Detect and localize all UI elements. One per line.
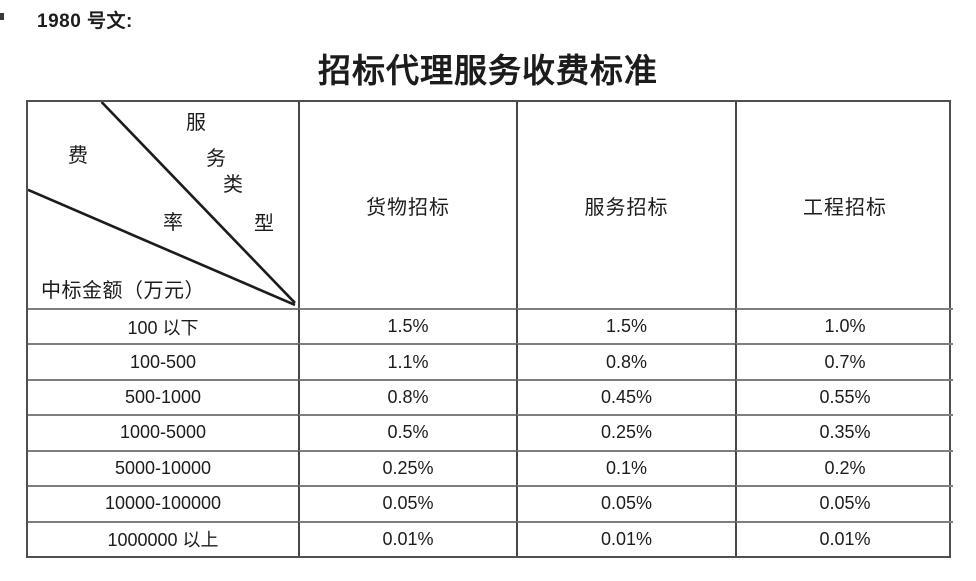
fee-cell: 0.25% [298,449,516,486]
fee-cell: 0.01% [516,520,735,556]
fee-cell: 0.55% [735,378,953,415]
fee-cell: 0.7% [735,343,953,379]
column-header-services: 服务招标 [516,102,735,308]
fee-cell: 1.5% [516,308,735,344]
page-edge-artifact [0,13,4,20]
doc-number: 1980 号文: [37,11,133,32]
fee-cell: 1.5% [298,308,516,344]
fee-cell: 0.01% [735,520,953,556]
fee-cell: 0.8% [298,378,516,415]
corner-label-service-type-char: 类 [223,174,243,196]
fee-cell: 0.8% [516,343,735,379]
fee-cell: 0.45% [516,378,735,415]
fee-cell: 0.05% [516,485,735,521]
corner-label-service-type-char: 务 [206,148,226,170]
corner-label-service-type-char: 服 [186,112,206,134]
diagonal-lines [28,102,296,307]
corner-label-amount: 中标金额（万元） [41,280,205,302]
fee-cell: 0.01% [298,520,516,556]
row-label: 500-1000 [28,378,298,414]
table-corner-cell: 服 务 类 型 费 率 中标金额（万元） [28,102,298,308]
row-label: 5000-10000 [28,449,298,485]
fee-cell: 0.2% [735,449,953,486]
row-label: 100-500 [28,343,298,378]
fee-cell: 0.25% [516,414,735,450]
corner-label-fee-rate-char: 率 [163,212,183,234]
row-label: 10000-100000 [28,485,298,520]
fee-table: 服 务 类 型 费 率 中标金额（万元） 货物招标 服务招标 工程招标 100 … [26,100,953,558]
corner-label-fee-rate-char: 费 [68,145,88,167]
fee-cell: 0.05% [298,485,516,521]
row-label: 1000000 以上 [28,520,298,556]
fee-cell: 1.1% [298,343,516,379]
fee-cell: 0.5% [298,414,516,450]
column-header-works: 工程招标 [735,102,953,308]
page-title: 招标代理服务收费标准 [318,54,658,90]
fee-cell: 1.0% [735,308,953,344]
fee-cell: 0.1% [516,449,735,486]
fee-cell: 0.05% [735,485,953,521]
row-label: 1000-5000 [28,414,298,449]
column-header-goods: 货物招标 [298,102,516,308]
row-label: 100 以下 [28,308,298,343]
fee-cell: 0.35% [735,414,953,450]
corner-label-service-type-char: 型 [254,213,274,235]
